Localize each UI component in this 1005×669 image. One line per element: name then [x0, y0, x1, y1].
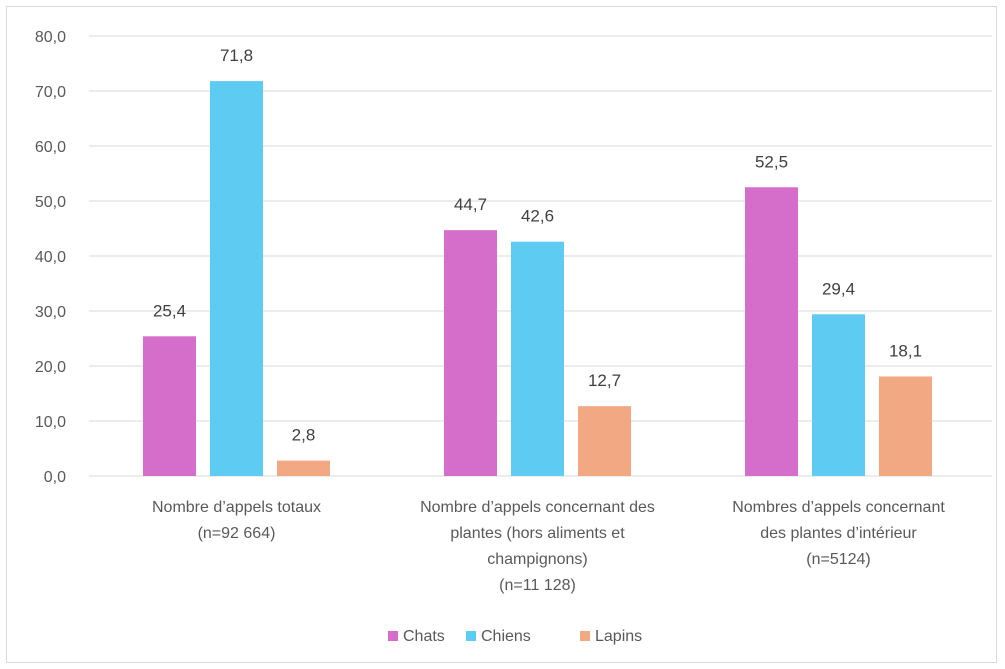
category-label: champignons) — [487, 551, 588, 568]
category-label: des plantes d’intérieur — [760, 525, 917, 542]
data-label: 44,7 — [454, 195, 487, 214]
bar-chats — [444, 230, 497, 476]
y-tick-label: 0,0 — [44, 469, 66, 486]
bar-lapins — [879, 376, 932, 476]
data-label: 2,8 — [292, 426, 316, 445]
y-tick-label: 10,0 — [35, 414, 66, 431]
y-tick-label: 80,0 — [35, 29, 66, 46]
y-tick-label: 30,0 — [35, 304, 66, 321]
category-label: (n=11 128) — [499, 577, 576, 594]
bar-chats — [745, 187, 798, 476]
bar-chiens — [511, 241, 564, 476]
category-label: (n=5124) — [806, 551, 871, 568]
y-tick-label: 50,0 — [35, 194, 66, 211]
data-label: 71,8 — [220, 46, 253, 65]
bar-chiens — [812, 314, 865, 476]
data-label: 29,4 — [822, 279, 855, 298]
category-label: Nombre d’appels concernant des — [420, 499, 655, 516]
category-label: Nombre d’appels totaux — [152, 499, 321, 516]
bar-lapins — [578, 406, 631, 476]
bar-lapins — [277, 460, 330, 476]
legend-swatch-lapins — [580, 631, 590, 641]
bar-chiens — [210, 81, 263, 476]
category-label: (n=92 664) — [198, 525, 276, 542]
legend-swatch-chiens — [466, 631, 476, 641]
data-label: 25,4 — [153, 301, 186, 320]
legend-label-lapins: Lapins — [595, 628, 642, 645]
y-tick-label: 70,0 — [35, 84, 66, 101]
legend-label-chiens: Chiens — [481, 628, 531, 645]
data-label: 12,7 — [588, 371, 621, 390]
y-tick-label: 40,0 — [35, 249, 66, 266]
bar-chats — [143, 336, 196, 476]
legend-swatch-chats — [388, 631, 398, 641]
legend-label-chats: Chats — [403, 628, 445, 645]
y-tick-label: 20,0 — [35, 359, 66, 376]
data-label: 18,1 — [889, 341, 922, 360]
category-label: plantes (hors aliments et — [450, 525, 625, 542]
y-tick-label: 60,0 — [35, 139, 66, 156]
category-label: Nombres d’appels concernant — [732, 499, 945, 516]
data-label: 42,6 — [521, 207, 554, 226]
data-label: 52,5 — [755, 152, 788, 171]
